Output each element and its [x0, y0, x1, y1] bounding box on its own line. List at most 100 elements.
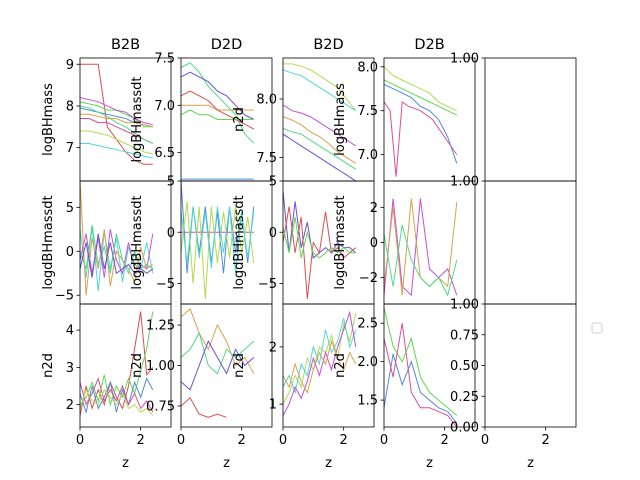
- series-line: [283, 312, 357, 405]
- y-tick-label: 0: [66, 245, 74, 260]
- y-tick-label: 2.5: [357, 317, 378, 332]
- y-tick-label: 7.0: [154, 99, 175, 114]
- series-line: [181, 109, 254, 120]
- series-group: [80, 63, 154, 181]
- y-tick-label: 2: [269, 340, 277, 355]
- y-tick-label: 8.0: [256, 93, 277, 108]
- y-axis-label: n2d: [232, 353, 247, 378]
- axes-frame: [484, 57, 577, 182]
- y-tick-label: 7.5: [154, 52, 175, 67]
- series-group: [181, 308, 255, 418]
- series-group: [181, 62, 255, 180]
- column-title: D2B: [414, 37, 444, 53]
- x-tick-label: 2: [542, 433, 550, 448]
- y-tick-label: 0.75: [450, 328, 479, 343]
- y-axis-label: n2d: [232, 107, 247, 132]
- panel-r1-c0: −5 0 5 logdBHmassdt: [41, 180, 172, 305]
- series-group: [80, 311, 154, 417]
- axes-frame: [484, 303, 577, 428]
- series-line: [181, 397, 227, 418]
- series-line: [80, 97, 153, 126]
- y-tick-label: 1.00: [450, 175, 479, 190]
- axes-frame: [180, 303, 273, 428]
- y-tick-label: 1.00: [450, 52, 479, 67]
- y-axis-label: logBHmass: [333, 83, 348, 156]
- series-line: [181, 62, 255, 144]
- y-tick-label: 0.25: [450, 390, 479, 405]
- y-tick-label: 7.5: [256, 151, 277, 166]
- series-line: [80, 118, 154, 144]
- series-group: [384, 66, 458, 177]
- panels-layer: 7 8 9 logBHmass 6.5 7.0 7.5 logBHmassdt 7.5 8.0 n2…: [41, 52, 577, 471]
- y-tick-label: 0: [370, 236, 378, 251]
- axes-frame: [383, 303, 476, 428]
- y-tick-label: 1.5: [357, 394, 378, 409]
- y-tick-label: 2.0: [357, 355, 378, 370]
- y-tick-label: 1: [269, 398, 277, 413]
- x-axis-label: z: [527, 456, 534, 471]
- y-tick-label: 6.5: [154, 146, 175, 161]
- series-line: [80, 229, 154, 278]
- column-title: D2D: [211, 37, 243, 53]
- panel-r1-c2: −5 0 5 logdBHmassdt: [232, 175, 375, 305]
- series-line: [80, 143, 153, 159]
- axes-frame: [484, 180, 577, 305]
- series-line: [80, 376, 154, 413]
- axes-frame: [79, 303, 172, 428]
- y-tick-label: 5: [66, 201, 74, 216]
- series-line: [80, 130, 153, 155]
- axes-frame: [282, 303, 375, 428]
- x-tick-label: 0: [279, 433, 287, 448]
- y-axis-label: logdBHmassdt: [41, 195, 56, 289]
- series-line: [80, 113, 153, 128]
- x-axis-label: z: [223, 456, 230, 471]
- panel-r0-c1: 6.5 7.0 7.5 logBHmassdt: [130, 52, 273, 182]
- y-tick-label: −5: [55, 289, 74, 304]
- x-tick-label: 2: [238, 433, 246, 448]
- y-tick-label: 2: [370, 201, 378, 216]
- y-tick-label: 7: [66, 141, 74, 156]
- x-axis-label: z: [325, 456, 332, 471]
- x-tick-label: 2: [137, 433, 145, 448]
- y-axis-label: n2d: [41, 353, 56, 378]
- series-line: [181, 71, 255, 120]
- series-line: [384, 83, 458, 164]
- legend: [591, 322, 603, 334]
- x-axis-label: z: [122, 456, 129, 471]
- y-tick-label: 0.00: [450, 421, 479, 436]
- series-line: [80, 233, 154, 278]
- panel-r1-c3: −2 0 2 logdBHmassdt: [333, 180, 476, 305]
- y-axis-label: logdBHmassdt: [333, 195, 348, 289]
- y-tick-label: 0.50: [450, 359, 479, 374]
- series-line: [80, 105, 154, 144]
- panel-r0-c3: 7.0 7.5 8.0 logBHmass: [333, 57, 476, 182]
- y-tick-label: 8: [66, 99, 74, 114]
- y-tick-label: −5: [156, 277, 175, 292]
- y-axis-label: logBHmassdt: [130, 76, 145, 162]
- y-tick-label: −2: [359, 271, 378, 286]
- y-axis-label: n2d: [130, 353, 145, 378]
- series-line: [384, 100, 458, 177]
- series-line: [80, 181, 154, 296]
- y-tick-label: 1.25: [146, 319, 175, 334]
- series-line: [181, 331, 255, 375]
- panel-r2-c4: 0.00 0.25 0.50 0.75 1.00 0 2z: [450, 298, 577, 471]
- series-line: [181, 206, 255, 274]
- x-axis-label: z: [426, 456, 433, 471]
- y-tick-label: −5: [258, 277, 277, 292]
- y-axis-label: logdBHmassdt: [130, 195, 145, 289]
- y-tick-label: 8.0: [357, 60, 378, 75]
- series-line: [384, 79, 458, 116]
- panel-r2-c2: 1 2 0 2 z n2d: [232, 303, 375, 471]
- series-line: [80, 377, 154, 414]
- series-line: [283, 104, 357, 147]
- series-group: [80, 181, 154, 296]
- series-line: [384, 198, 458, 297]
- x-tick-label: 0: [481, 433, 489, 448]
- series-line: [384, 224, 458, 297]
- column-title: B2B: [111, 37, 140, 53]
- series-line: [80, 311, 154, 416]
